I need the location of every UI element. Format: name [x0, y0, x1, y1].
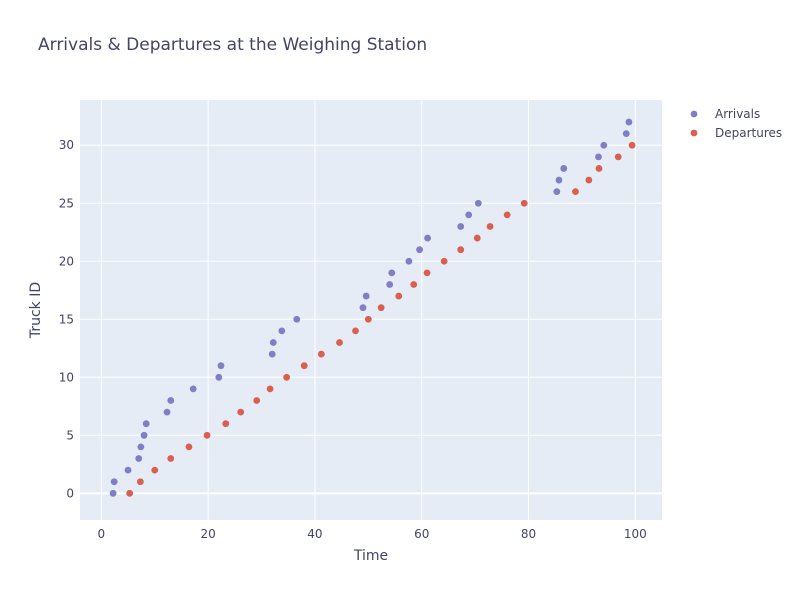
legend-item-departures[interactable]: Departures — [690, 126, 783, 140]
departures-point — [395, 292, 403, 300]
arrivals-point — [388, 269, 396, 277]
arrivals-point — [465, 211, 473, 219]
departures-point — [352, 327, 359, 335]
arrivals-point — [457, 223, 465, 230]
departures-point — [283, 373, 291, 381]
departures-point — [126, 489, 134, 497]
arrivals-point — [163, 408, 171, 416]
x-tick-label: 40 — [307, 527, 322, 541]
arrivals-point — [553, 188, 561, 196]
departures-point — [222, 420, 230, 428]
legend-item-arrivals[interactable]: Arrivals — [690, 107, 761, 121]
departures-point — [410, 281, 418, 288]
plot-area: 0 20 40 60 80 100 0 5 10 15 20 25 30 — [59, 100, 662, 541]
x-axis-title: Time — [353, 548, 388, 564]
arrivals-point — [560, 165, 568, 172]
x-tick-label: 60 — [414, 527, 429, 541]
arrivals-point — [424, 234, 431, 242]
departures-point — [266, 385, 274, 393]
arrivals-point — [269, 339, 277, 346]
departures-point — [364, 315, 372, 323]
arrivals-point — [278, 327, 286, 335]
x-tick-label: 20 — [201, 527, 216, 541]
departures-point — [503, 211, 511, 219]
series-departures — [126, 141, 636, 497]
arrivals-point — [555, 176, 563, 184]
arrivals-point — [622, 130, 630, 138]
departures-point — [440, 257, 448, 265]
arrivals-point — [595, 153, 602, 161]
arrivals-point — [268, 350, 276, 358]
departures-point — [628, 141, 636, 149]
departures-point — [423, 269, 431, 277]
departures-point — [317, 350, 325, 358]
departures-point — [595, 165, 603, 172]
legend-marker — [690, 110, 698, 118]
arrivals-point — [474, 199, 482, 207]
legend-label: Departures — [715, 126, 782, 140]
departures-point — [486, 223, 494, 230]
arrivals-point — [405, 257, 413, 265]
arrivals-point — [110, 478, 118, 486]
departures-point — [185, 443, 193, 451]
arrivals-point — [416, 246, 423, 254]
departures-point — [300, 362, 308, 370]
departures-point — [572, 188, 579, 196]
departures-point — [203, 431, 211, 439]
departures-point — [167, 455, 175, 462]
arrivals-point — [124, 466, 132, 474]
departures-point — [151, 466, 159, 474]
departures-point — [237, 408, 245, 416]
arrivals-point — [137, 443, 145, 451]
arrivals-point — [142, 420, 150, 428]
arrivals-point — [189, 385, 197, 393]
y-tick-label: 10 — [59, 370, 74, 384]
y-tick-label: 30 — [59, 138, 74, 152]
chart-title: Arrivals & Departures at the Weighing St… — [38, 35, 427, 55]
arrivals-point — [600, 141, 608, 149]
x-tick-label: 80 — [521, 527, 536, 541]
departures-point — [253, 397, 261, 404]
arrivals-point — [140, 431, 148, 439]
departures-point — [136, 478, 144, 486]
legend-marker — [690, 129, 698, 137]
arrivals-point — [362, 292, 370, 300]
y-tick-label: 5 — [66, 428, 74, 442]
legend: Arrivals Departures — [690, 107, 783, 140]
arrivals-point — [135, 455, 143, 462]
departures-point — [473, 234, 481, 242]
x-tick-label: 0 — [98, 527, 106, 541]
departures-point — [585, 176, 593, 184]
arrivals-point — [293, 315, 301, 323]
departures-point — [377, 304, 385, 312]
arrivals-point — [167, 397, 175, 404]
y-tick-label: 15 — [59, 312, 74, 326]
legend-label: Arrivals — [715, 107, 760, 121]
arrivals-point — [217, 362, 225, 370]
x-tick-label: 100 — [624, 527, 647, 541]
departures-point — [336, 339, 343, 346]
arrivals-point — [386, 281, 394, 288]
plot-background — [80, 100, 662, 520]
y-axis-title: Truck ID — [28, 282, 44, 339]
departures-point — [457, 246, 465, 254]
y-tick-label: 25 — [59, 196, 74, 210]
departures-point — [614, 153, 622, 161]
arrivals-point — [215, 373, 223, 381]
arrivals-point — [359, 304, 367, 312]
arrivals-point — [625, 118, 633, 126]
y-tick-label: 0 — [66, 486, 74, 500]
series-arrivals — [109, 118, 633, 497]
departures-point — [520, 199, 528, 207]
arrivals-point — [109, 489, 117, 497]
y-tick-label: 20 — [59, 254, 74, 268]
